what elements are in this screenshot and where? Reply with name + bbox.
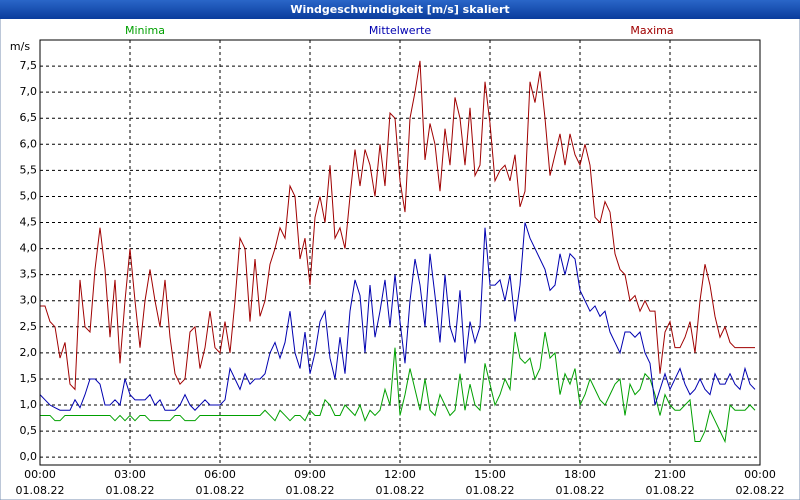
x-tick-label: 00:00 (24, 468, 56, 481)
y-tick-label: 3,0 (20, 294, 38, 307)
y-tick-label: 2,0 (20, 346, 38, 359)
x-tick-label: 12:00 (384, 468, 416, 481)
y-tick-label: 7,0 (20, 85, 38, 98)
x-tick-label: 03:00 (114, 468, 146, 481)
legend-entry: Mittelwerte (369, 24, 432, 37)
plot-border (39, 39, 761, 466)
x-tick-date: 01.08.22 (376, 484, 425, 497)
x-tick-date: 01.08.22 (556, 484, 605, 497)
chart-title: Windgeschwindigkeit [m/s] skaliert (290, 3, 509, 16)
x-tick-date: 01.08.22 (196, 484, 245, 497)
y-tick-label: 7,5 (20, 59, 38, 72)
y-tick-label: 3,5 (20, 268, 38, 281)
series-line (40, 331, 756, 444)
y-tick-label: 1,0 (20, 398, 38, 411)
x-tick-date: 01.08.22 (106, 484, 155, 497)
y-tick-label: 2,5 (20, 320, 38, 333)
title-bar (0, 0, 800, 19)
y-tick-label: 4,5 (20, 216, 38, 229)
x-tick-date: 01.08.22 (286, 484, 335, 497)
x-tick-date: 01.08.22 (646, 484, 695, 497)
x-tick-date: 01.08.22 (16, 484, 65, 497)
series-line (40, 60, 755, 391)
y-tick-label: 6,5 (20, 111, 38, 124)
y-axis-label: m/s (10, 40, 30, 53)
y-tick-label: 0,0 (20, 450, 38, 463)
legend-entry: Maxima (630, 24, 673, 37)
x-tick-date: 01.08.22 (466, 484, 515, 497)
y-tick-label: 6,0 (20, 137, 38, 150)
x-tick-label: 00:00 (744, 468, 776, 481)
legend-entry: Minima (125, 24, 165, 37)
x-tick-label: 15:00 (474, 468, 506, 481)
y-tick-label: 5,0 (20, 189, 38, 202)
x-tick-label: 18:00 (564, 468, 596, 481)
y-tick-label: 5,5 (20, 163, 38, 176)
x-tick-label: 06:00 (204, 468, 236, 481)
y-tick-label: 1,5 (20, 372, 38, 385)
y-tick-label: 0,5 (20, 424, 38, 437)
x-tick-date: 02.08.22 (736, 484, 785, 497)
x-tick-label: 21:00 (654, 468, 686, 481)
x-tick-label: 09:00 (294, 468, 326, 481)
series-line (39, 222, 756, 411)
y-tick-label: 4,0 (20, 242, 38, 255)
